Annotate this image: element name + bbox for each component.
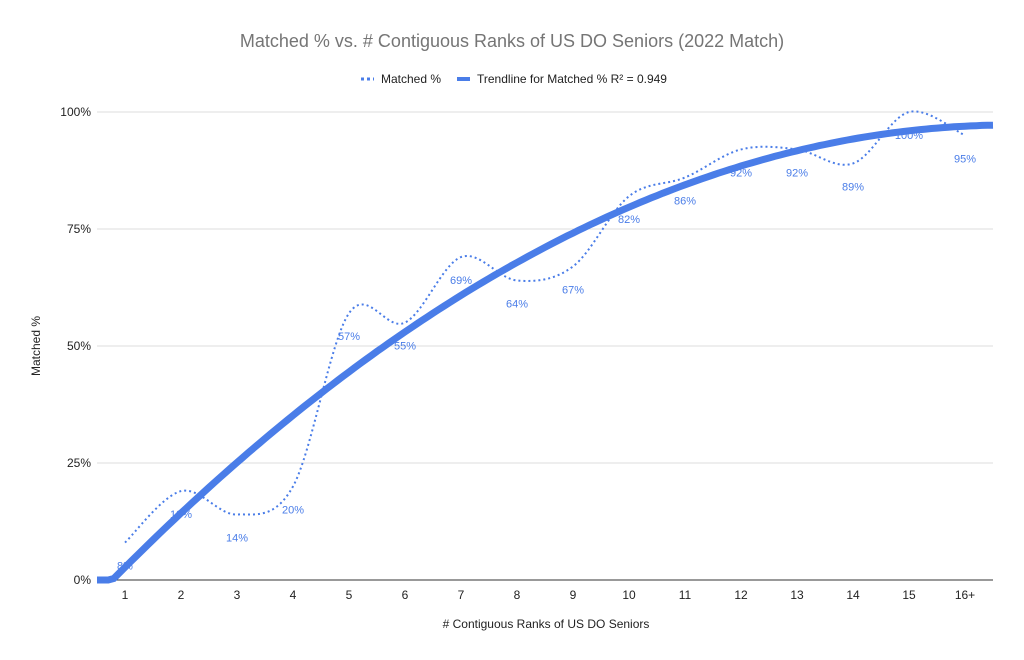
x-tick-label: 14 xyxy=(846,588,860,602)
x-tick-label: 12 xyxy=(734,588,748,602)
x-tick-label: 2 xyxy=(178,588,185,602)
y-tick-label: 50% xyxy=(67,339,91,353)
x-tick-label: 8 xyxy=(514,588,521,602)
data-label: 19% xyxy=(170,509,192,521)
data-label: 57% xyxy=(338,331,360,343)
data-label: 14% xyxy=(226,532,248,544)
data-label: 89% xyxy=(842,181,864,193)
data-label: 86% xyxy=(674,196,696,208)
data-label: 92% xyxy=(730,167,752,179)
data-label: 20% xyxy=(282,504,304,516)
x-tick-label: 13 xyxy=(790,588,804,602)
data-label: 55% xyxy=(394,341,416,353)
legend-label-trendline: Trendline for Matched % R² = 0.949 xyxy=(477,72,667,86)
x-tick-label: 9 xyxy=(570,588,577,602)
y-tick-label: 0% xyxy=(74,573,92,587)
matched-series-line xyxy=(124,110,966,544)
x-tick-label: 7 xyxy=(458,588,465,602)
data-label: 95% xyxy=(954,153,976,165)
data-label: 8% xyxy=(117,561,133,573)
legend-label-matched: Matched % xyxy=(381,72,441,86)
x-tick-label: 3 xyxy=(234,588,241,602)
y-axis-label: Matched % xyxy=(29,316,43,376)
x-tick-label: 4 xyxy=(290,588,297,602)
data-label: 64% xyxy=(506,298,528,310)
data-label: 82% xyxy=(618,214,640,226)
legend: Matched % Trendline for Matched % R² = 0… xyxy=(361,72,667,86)
x-axis-label: # Contiguous Ranks of US DO Seniors xyxy=(443,617,650,631)
legend-swatch-trendline xyxy=(457,77,470,81)
x-tick-label: 15 xyxy=(902,588,916,602)
chart-title: Matched % vs. # Contiguous Ranks of US D… xyxy=(240,31,784,51)
trendline xyxy=(97,121,994,584)
x-tick-label: 5 xyxy=(346,588,353,602)
x-tick-label: 10 xyxy=(622,588,636,602)
x-tick-label: 6 xyxy=(402,588,409,602)
data-label: 92% xyxy=(786,167,808,179)
y-tick-label: 75% xyxy=(67,222,91,236)
data-label: 100% xyxy=(895,130,923,142)
y-tick-label: 25% xyxy=(67,456,91,470)
data-label: 67% xyxy=(562,284,584,296)
x-tick-label: 11 xyxy=(679,588,692,602)
data-label: 69% xyxy=(450,275,472,287)
y-tick-label: 100% xyxy=(60,105,91,119)
x-tick-label: 1 xyxy=(122,588,129,602)
x-tick-label: 16+ xyxy=(955,588,975,602)
